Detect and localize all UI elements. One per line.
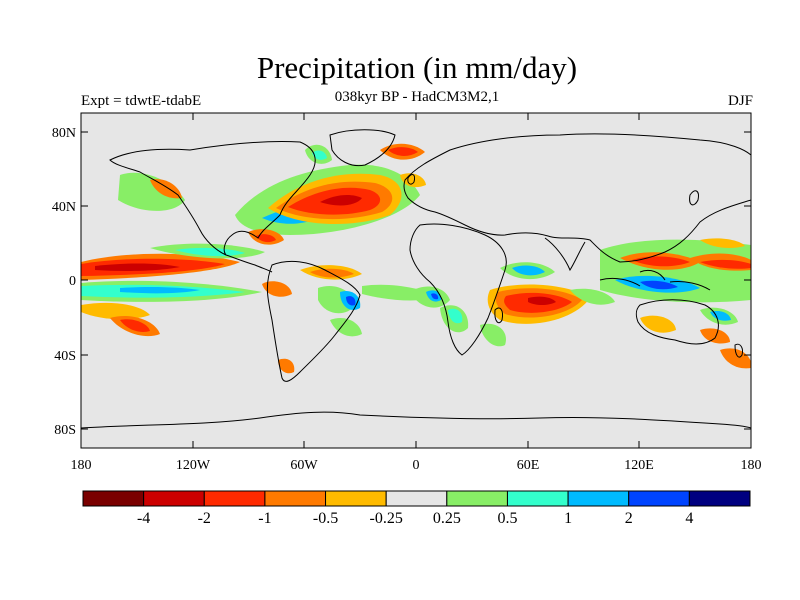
coastline-new-zealand <box>734 343 743 358</box>
experiment-label: Expt = tdwtE-tdabE <box>81 93 202 109</box>
anomaly-positive <box>175 247 245 257</box>
anomaly-negative <box>81 302 150 320</box>
anomaly-negative <box>528 296 556 305</box>
anomaly-positive <box>480 323 506 347</box>
anomaly-positive <box>448 308 463 324</box>
colorbar-swatch <box>82 490 145 507</box>
coastline-antarctica <box>81 411 751 429</box>
anomaly-negative <box>120 319 150 332</box>
lat-ticks <box>81 131 751 430</box>
map-subtitle: 038kyr BP - HadCM3M2,1 <box>334 89 500 105</box>
lat-tick-label: 40N <box>52 200 76 215</box>
colorbar-swatch <box>446 490 508 507</box>
anomaly-negative <box>400 173 426 188</box>
coastline-eurasia <box>403 133 751 263</box>
coastline-uk <box>407 174 415 185</box>
lon-tick-label: 120W <box>176 458 211 473</box>
lat-tick-label: 40S <box>54 349 76 364</box>
colorbar-label: -4 <box>137 510 150 527</box>
anomaly-negative <box>388 147 418 156</box>
lon-tick-label: 60W <box>290 458 318 473</box>
coastlines <box>81 129 751 429</box>
anomaly-field <box>81 143 751 374</box>
colorbar-label: 4 <box>685 510 693 527</box>
colorbar-label: 2 <box>625 510 633 527</box>
anomaly-positive <box>120 286 200 294</box>
anomaly-negative <box>278 358 295 374</box>
coastline-greenland <box>329 129 396 167</box>
anomaly-negative <box>262 281 292 297</box>
colorbar-swatch <box>506 490 569 507</box>
anomaly-negative <box>320 194 362 206</box>
coastline-australia <box>635 299 719 345</box>
anomaly-positive <box>312 150 327 160</box>
colorbar-swatch <box>143 490 205 507</box>
colorbar-label: 0.5 <box>497 510 517 527</box>
colorbar-swatch <box>203 490 266 507</box>
anomaly-negative <box>256 234 276 243</box>
map-title: Precipitation (in mm/day) <box>256 50 578 85</box>
colorbar-swatch <box>385 490 448 507</box>
season-label: DJF <box>727 93 753 109</box>
lon-tick-label: 180 <box>71 458 92 473</box>
colorbar-label: 0.25 <box>433 510 461 527</box>
anomaly-negative <box>700 259 751 269</box>
coastline-japan <box>689 190 699 206</box>
coastline-central-america <box>225 254 273 273</box>
anomaly-negative <box>700 238 745 248</box>
lon-tick-label: 180 <box>741 458 762 473</box>
anomaly-positive <box>512 265 545 276</box>
anomaly-positive <box>600 239 751 303</box>
anomaly-positive <box>640 280 678 290</box>
colorbar-labels: -4 -2 -1 -0.5 -0.25 0.25 0.5 1 2 4 <box>137 510 693 527</box>
anomaly-negative <box>95 263 180 271</box>
colorbar-swatch <box>264 490 327 507</box>
lat-tick-label: 0 <box>69 274 76 289</box>
lon-tick-label: 0 <box>413 458 420 473</box>
anomaly-negative <box>720 348 751 369</box>
lon-tick-label: 60E <box>517 458 540 473</box>
coastline-madagascar <box>494 307 503 324</box>
colorbar-swatch <box>567 490 630 507</box>
anomaly-positive <box>330 317 362 337</box>
colorbar-label: -2 <box>198 510 211 527</box>
anomaly-positive <box>570 288 615 305</box>
lat-tick-label: 80N <box>52 126 76 141</box>
anomaly-negative <box>632 256 690 267</box>
lat-tick-label: 80S <box>54 423 76 438</box>
colorbar-label: 1 <box>564 510 572 527</box>
anomaly-positive <box>431 293 439 300</box>
lon-ticks <box>80 113 752 448</box>
colorbar-swatch <box>628 490 690 507</box>
colorbar-label: -0.25 <box>370 510 403 527</box>
colorbar-label: -1 <box>258 510 271 527</box>
colorbar-swatch <box>325 490 387 507</box>
coastline-north-america <box>109 141 316 256</box>
colorbar <box>82 490 751 507</box>
anomaly-positive <box>118 172 185 211</box>
coastline-africa <box>409 223 507 356</box>
anomaly-negative <box>150 179 182 199</box>
anomaly-negative <box>700 328 730 344</box>
lon-tick-label: 120E <box>624 458 654 473</box>
anomaly-positive <box>346 296 356 306</box>
anomaly-negative <box>640 315 676 333</box>
coastline-south-america <box>266 260 361 382</box>
colorbar-label: -0.5 <box>313 510 338 527</box>
coastline-india <box>544 237 586 272</box>
coastline-indonesia <box>599 269 711 291</box>
colorbar-swatch <box>688 490 751 507</box>
